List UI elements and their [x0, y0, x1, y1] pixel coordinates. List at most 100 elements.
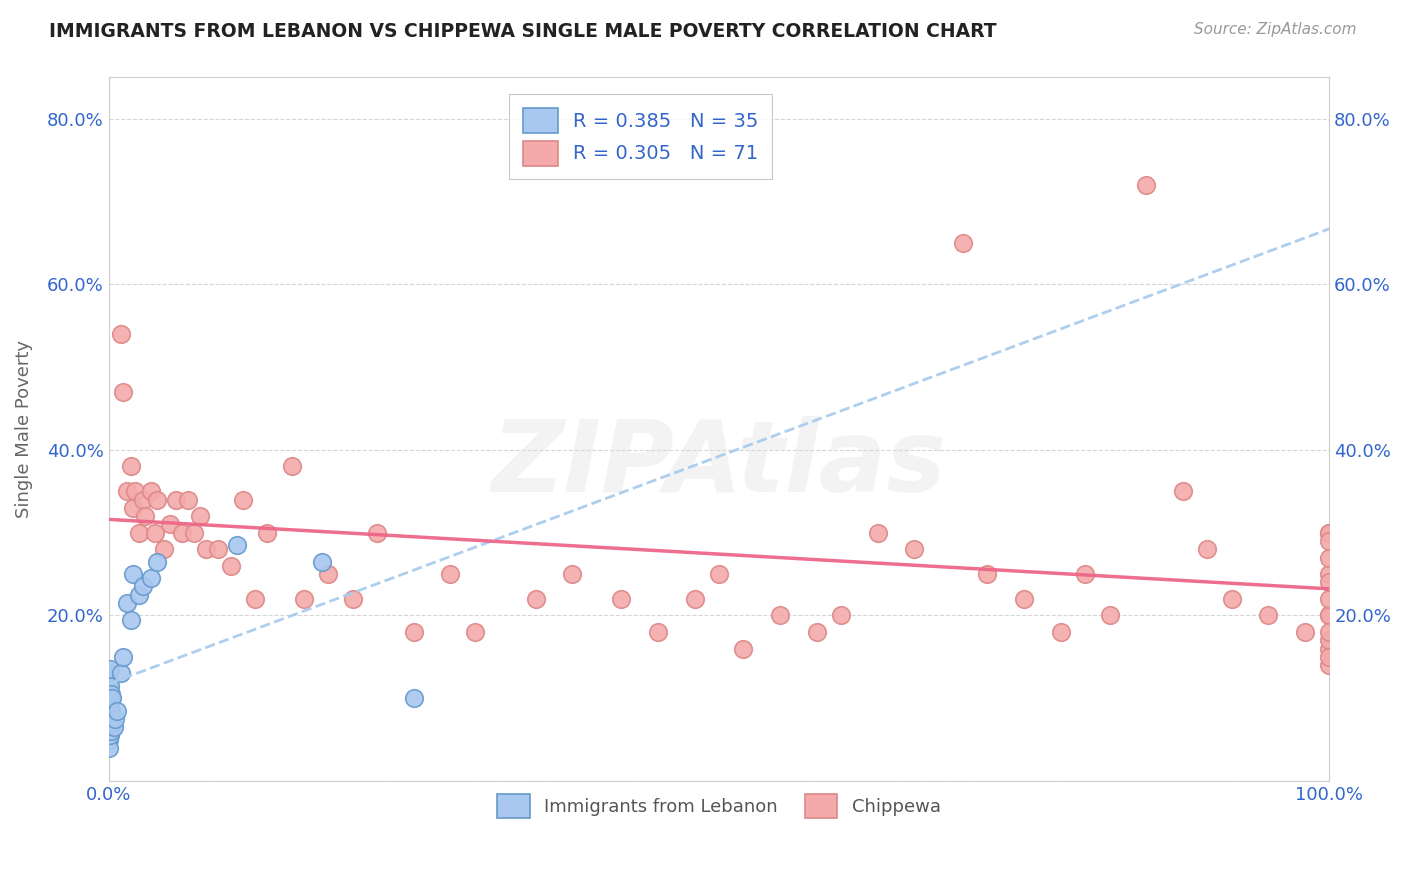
Point [170, 525, 193, 540]
Point [120, 613, 142, 627]
Point [1317, 591, 1340, 606]
Point [402, 691, 425, 706]
Point [112, 649, 135, 664]
Point [707, 567, 730, 582]
Point [1074, 567, 1097, 582]
Point [524, 591, 547, 606]
Point [97, 691, 120, 706]
Point [103, 720, 125, 734]
Point [866, 525, 889, 540]
Point [366, 525, 388, 540]
Legend: Immigrants from Lebanon, Chippewa: Immigrants from Lebanon, Chippewa [489, 787, 948, 825]
Point [98, 679, 121, 693]
Point [152, 542, 174, 557]
Point [1317, 608, 1340, 623]
Point [311, 555, 333, 569]
Point [141, 484, 163, 499]
Point [1317, 608, 1340, 623]
Point [1317, 525, 1340, 540]
Point [769, 608, 792, 623]
Point [1317, 633, 1340, 648]
Point [610, 591, 633, 606]
Point [97, 732, 120, 747]
Point [98, 662, 121, 676]
Point [122, 500, 145, 515]
Point [1294, 625, 1316, 640]
Point [292, 591, 315, 606]
Point [1098, 608, 1121, 623]
Point [464, 625, 486, 640]
Point [561, 567, 583, 582]
Point [1317, 533, 1340, 548]
Point [903, 542, 925, 557]
Point [128, 525, 150, 540]
Point [101, 691, 124, 706]
Point [97, 699, 120, 714]
Point [124, 484, 146, 499]
Point [976, 567, 998, 582]
Point [146, 555, 169, 569]
Point [146, 492, 169, 507]
Point [110, 666, 132, 681]
Point [232, 492, 254, 507]
Point [207, 542, 229, 557]
Point [97, 666, 120, 681]
Point [132, 492, 155, 507]
Point [1317, 625, 1340, 640]
Point [1317, 649, 1340, 664]
Text: ZIPAtlas: ZIPAtlas [492, 416, 946, 513]
Point [132, 579, 155, 593]
Point [97, 740, 120, 755]
Point [647, 625, 669, 640]
Point [1317, 575, 1340, 590]
Point [318, 567, 340, 582]
Point [1135, 178, 1157, 192]
Point [830, 608, 852, 623]
Point [128, 588, 150, 602]
Point [115, 484, 138, 499]
Point [1171, 484, 1194, 499]
Point [100, 704, 122, 718]
Point [120, 459, 142, 474]
Point [97, 674, 120, 689]
Y-axis label: Single Male Poverty: Single Male Poverty [15, 340, 32, 518]
Point [1317, 550, 1340, 565]
Point [98, 712, 121, 726]
Point [112, 384, 135, 399]
Point [183, 525, 205, 540]
Point [1317, 658, 1340, 673]
Point [100, 724, 122, 739]
Point [439, 567, 461, 582]
Point [219, 558, 242, 573]
Point [402, 625, 425, 640]
Point [159, 517, 181, 532]
Point [1317, 525, 1340, 540]
Point [243, 591, 266, 606]
Point [195, 542, 218, 557]
Point [101, 716, 124, 731]
Point [97, 716, 120, 731]
Point [1012, 591, 1035, 606]
Point [280, 459, 302, 474]
Point [134, 509, 156, 524]
Point [122, 567, 145, 582]
Point [952, 235, 974, 250]
Point [97, 707, 120, 722]
Text: IMMIGRANTS FROM LEBANON VS CHIPPEWA SINGLE MALE POVERTY CORRELATION CHART: IMMIGRANTS FROM LEBANON VS CHIPPEWA SING… [49, 22, 997, 41]
Point [342, 591, 364, 606]
Point [1257, 608, 1279, 623]
Point [1220, 591, 1243, 606]
Point [110, 326, 132, 341]
Point [165, 492, 187, 507]
Point [115, 596, 138, 610]
Point [100, 687, 122, 701]
Point [733, 641, 755, 656]
Point [98, 729, 121, 743]
Point [97, 724, 120, 739]
Point [1049, 625, 1071, 640]
Text: Source: ZipAtlas.com: Source: ZipAtlas.com [1194, 22, 1357, 37]
Point [1317, 567, 1340, 582]
Point [104, 712, 127, 726]
Point [143, 525, 166, 540]
Point [256, 525, 278, 540]
